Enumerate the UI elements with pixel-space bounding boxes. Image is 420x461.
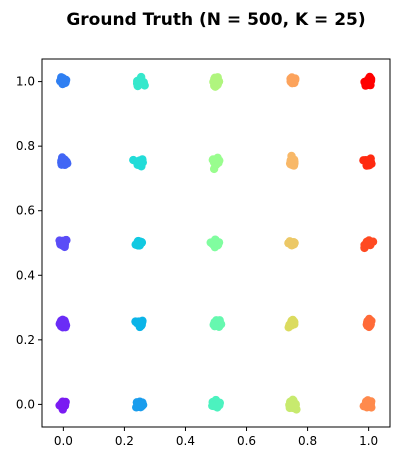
cluster <box>285 151 299 170</box>
scatter-point <box>362 239 372 248</box>
scatter-point <box>136 158 145 167</box>
cluster <box>55 315 71 332</box>
cluster <box>55 235 71 252</box>
scatter-point <box>215 398 225 408</box>
cluster <box>132 72 149 91</box>
cluster <box>132 397 148 412</box>
x-tick-label: 0.4 <box>176 434 195 448</box>
cluster <box>285 395 301 414</box>
scatter-point <box>131 240 140 249</box>
scatter-point <box>61 320 71 330</box>
cluster <box>131 316 147 332</box>
x-tick-label: 0.8 <box>298 434 317 448</box>
scatter-point <box>287 73 296 83</box>
cluster <box>286 73 300 88</box>
scatter-point <box>59 241 68 251</box>
cluster <box>57 153 72 170</box>
cluster <box>209 73 224 91</box>
scatter-point <box>213 80 222 89</box>
scatter-point <box>129 155 138 165</box>
chart-title: Ground Truth (N = 500, K = 25) <box>66 10 365 30</box>
y-tick-label: 1.0 <box>16 75 35 89</box>
scatter-point <box>366 76 376 85</box>
plot-frame <box>41 58 391 428</box>
scatter-point <box>364 160 373 170</box>
scatter-point <box>289 161 299 170</box>
scatter-point <box>363 317 372 326</box>
cluster <box>362 314 376 332</box>
cluster <box>55 397 70 414</box>
cluster <box>209 316 226 332</box>
scatter-point <box>284 238 293 248</box>
cluster <box>55 73 71 89</box>
x-tick-label: 0.2 <box>115 434 134 448</box>
scatter-point <box>285 403 294 413</box>
x-tick-label: 0.6 <box>237 434 256 448</box>
cluster <box>359 396 376 412</box>
points-layer <box>55 72 378 414</box>
cluster <box>206 235 224 252</box>
scatter-point <box>63 159 72 168</box>
x-tick-label: 0.0 <box>54 434 73 448</box>
cluster <box>359 154 376 170</box>
cluster <box>284 237 299 250</box>
scatter-point <box>361 399 371 408</box>
x-tick-label: 1.0 <box>359 434 378 448</box>
scatter-point <box>56 400 66 410</box>
scatter-point <box>208 155 218 165</box>
scatter-point <box>134 76 143 85</box>
scatter-point <box>137 400 147 410</box>
cluster <box>131 236 147 250</box>
scatter-point <box>210 320 219 329</box>
y-tick-label: 0.0 <box>16 397 35 411</box>
y-tick-label: 0.2 <box>16 333 35 347</box>
y-tick-label: 0.8 <box>16 139 35 153</box>
cluster <box>284 315 299 332</box>
scatter-point <box>210 238 219 248</box>
cluster <box>360 236 378 253</box>
y-tick-label: 0.4 <box>16 268 35 282</box>
cluster <box>129 155 148 171</box>
cluster <box>208 395 225 412</box>
y-tick-label: 0.6 <box>16 204 35 218</box>
scatter-point <box>285 320 294 330</box>
cluster <box>360 72 376 90</box>
scatter-point <box>59 75 69 84</box>
ticks-layer: 0.0 0.2 0.4 0.6 0.8 1.0 0.0 0.2 0.4 0.6 0.8 1.0 <box>16 75 378 448</box>
scatter-point <box>208 401 217 410</box>
cluster <box>208 153 224 174</box>
scatter-point <box>135 317 144 326</box>
